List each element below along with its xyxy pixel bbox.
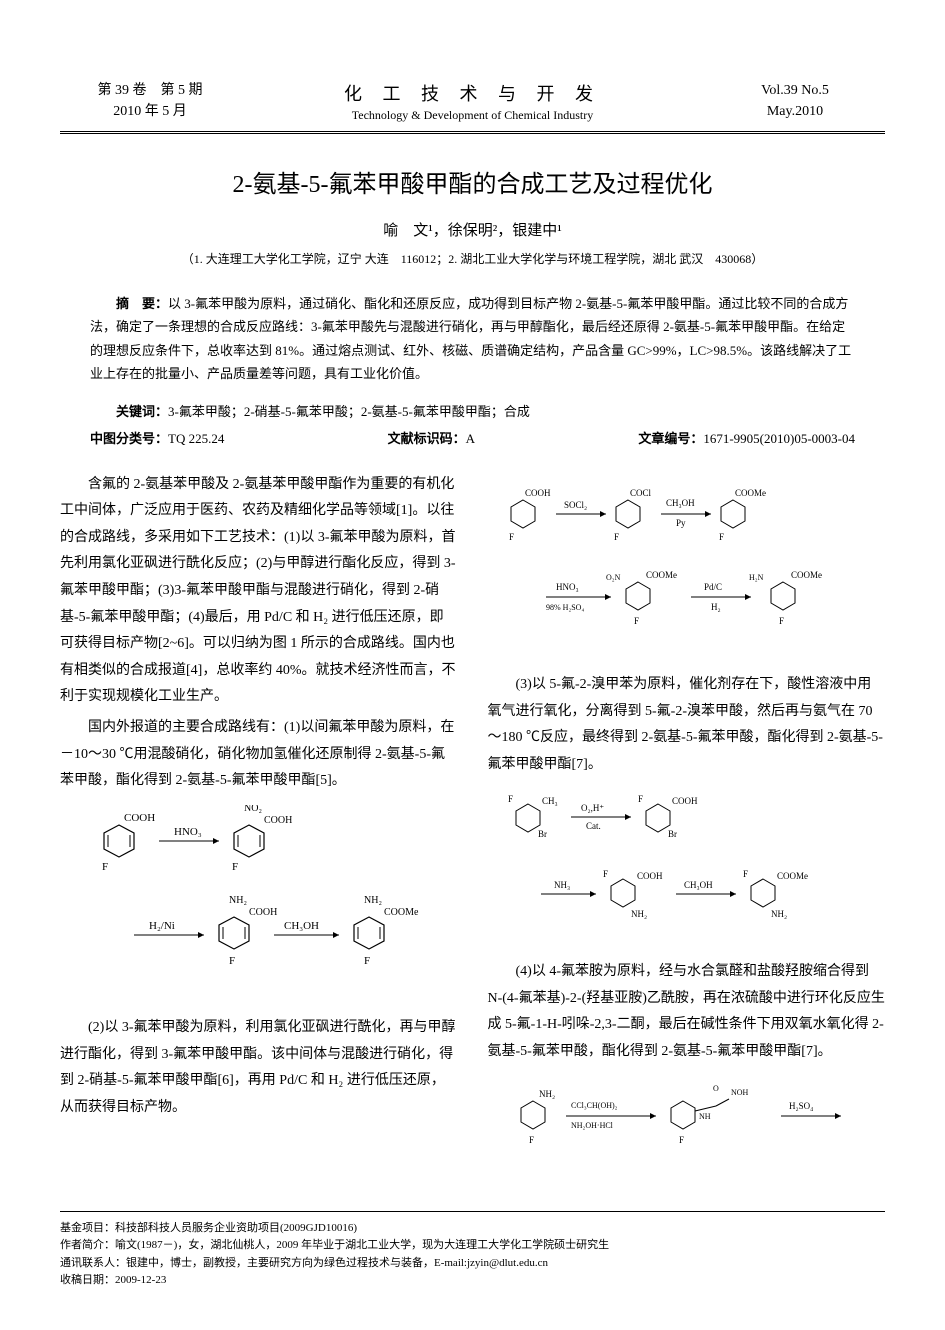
fund-info: 基金项目：科技部科技人员服务企业资助项目(2009GJD10016) [60,1220,885,1238]
vol-issue-en: Vol.39 No.5 [705,80,885,101]
para-l1: 含氟的 2-氨基苯甲酸及 2-氨基苯甲酸甲酯作为重要的有机化工中间体，广泛应用于… [60,472,458,711]
affiliations: （1. 大连理工大学化工学院，辽宁 大连 116012；2. 湖北工业大学化学与… [60,250,885,267]
reaction-scheme-2: COOH F SOCl₂ COCl F CH₃OH Py COOMe F [488,482,886,663]
svg-text:H₂: H₂ [711,602,721,612]
keywords-text: 3-氟苯甲酸；2-硝基-5-氟苯甲酸；2-氨基-5-氟苯甲酸甲酯；合成 [168,404,530,419]
abstract-text: 以 3-氟苯甲酸为原料，通过硝化、酯化和还原反应，成功得到目标产物 2-氨基-5… [90,296,851,381]
svg-text:CH₃OH: CH₃OH [684,880,713,890]
svg-text:COOH: COOH [637,871,663,881]
reagent-ch3oh: CH₃OH [284,920,319,932]
svg-text:COCl: COCl [630,488,652,498]
svg-text:F: F [743,869,748,879]
keywords-label: 关键词： [116,404,168,419]
svg-text:F: F [529,1135,534,1145]
label-cooh2: COOH [264,815,292,826]
right-column: COOH F SOCl₂ COCl F CH₃OH Py COOMe F [488,472,886,1197]
page-footer: 基金项目：科技部科技人员服务企业资助项目(2009GJD10016) 作者简介：… [60,1211,885,1290]
reagent-hno3: HNO₃ [174,826,202,838]
page-header: 第 39 卷 第 5 期 2010 年 5 月 化 工 技 术 与 开 发 Te… [60,80,885,134]
svg-text:F: F [638,794,643,804]
svg-text:COOMe: COOMe [646,570,677,580]
label-f4: F [364,955,370,967]
svg-text:F: F [634,616,639,626]
svg-text:COOMe: COOMe [777,871,808,881]
svg-text:F: F [509,532,514,542]
label-cooh3: COOH [249,907,277,918]
svg-text:COOMe: COOMe [735,488,766,498]
label-no2: NO₂ [244,805,262,814]
label-coome: COOMe [384,907,419,918]
left-column: 含氟的 2-氨基苯甲酸及 2-氨基苯甲酸甲酯作为重要的有机化工中间体，广泛应用于… [60,472,458,1197]
svg-text:F: F [603,869,608,879]
svg-text:COOMe: COOMe [791,570,822,580]
svg-text:Br: Br [668,829,677,839]
reagent-h2ni: H₂/Ni [149,920,175,932]
para-r1: (3)以 5-氟-2-溴甲苯为原料，催化剂存在下，酸性溶液中用氧气进行氧化，分离… [488,672,886,778]
svg-text:98% H₂SO₄: 98% H₂SO₄ [546,603,584,612]
svg-text:Py: Py [676,518,686,528]
svg-text:SOCl₂: SOCl₂ [564,500,587,510]
svg-text:F: F [508,794,513,804]
received-date: 收稿日期：2009-12-23 [60,1272,885,1290]
header-left: 第 39 卷 第 5 期 2010 年 5 月 [60,80,240,122]
reaction-scheme-1: COOH F HNO₃ NO₂ COOH F H₂/Ni [60,805,458,1006]
svg-text:F: F [679,1135,684,1145]
svg-text:NH₂: NH₂ [539,1089,555,1099]
label-f3: F [229,955,235,967]
svg-text:O₂,H⁺: O₂,H⁺ [581,803,604,813]
svg-text:O₂N: O₂N [606,573,621,582]
classification-row: 中图分类号：TQ 225.24 文献标识码：A 文章编号：1671-9905(2… [90,428,855,447]
svg-text:CCl₃CH(OH)₂: CCl₃CH(OH)₂ [571,1101,618,1110]
label-f: F [102,861,108,873]
author-bio: 作者简介：喻文(1987－)，女，湖北仙桃人，2009 年毕业于湖北工业大学，现… [60,1237,885,1255]
corresponding-author: 通讯联系人：银建中，博士，副教授，主要研究方向为绿色过程技术与装备，E-mail… [60,1255,885,1273]
svg-text:NH₂OH·HCl: NH₂OH·HCl [571,1121,614,1130]
svg-text:NOH: NOH [731,1088,749,1097]
para-r2: (4)以 4-氟苯胺为原料，经与水合氯醛和盐酸羟胺缩合得到 N-(4-氟苯基)-… [488,959,886,1065]
date-cn: 2010 年 5 月 [60,101,240,122]
svg-text:COOH: COOH [525,488,551,498]
svg-text:Pd/C: Pd/C [704,582,722,592]
doc-code: 文献标识码：A [388,428,475,447]
article-id: 文章编号：1671-9905(2010)05-0003-04 [638,428,855,447]
journal-name-cn: 化 工 技 术 与 开 发 [240,80,705,106]
article-title: 2-氨基-5-氟苯甲酸甲酯的合成工艺及过程优化 [60,164,885,199]
svg-text:COOH: COOH [672,796,698,806]
keywords-block: 关键词：3-氟苯甲酸；2-硝基-5-氟苯甲酸；2-氨基-5-氟苯甲酸甲酯；合成 [90,401,855,420]
svg-text:H₂SO₄: H₂SO₄ [789,1101,813,1111]
authors: 喻 文¹，徐保明²，银建中¹ [60,219,885,240]
svg-text:H₂N: H₂N [749,573,764,582]
para-l3: (2)以 3-氟苯甲酸为原料，利用氯化亚砜进行酰化，再与甲醇进行酯化，得到 3-… [60,1015,458,1121]
svg-text:CH₃OH: CH₃OH [666,498,695,508]
svg-text:Cat.: Cat. [586,821,601,831]
svg-text:CH₃: CH₃ [542,796,558,806]
clc: 中图分类号：TQ 225.24 [90,428,224,447]
header-center: 化 工 技 术 与 开 发 Technology & Development o… [240,80,705,123]
label-f2: F [232,861,238,873]
vol-issue-cn: 第 39 卷 第 5 期 [60,80,240,101]
svg-text:F: F [719,532,724,542]
svg-text:NH₂: NH₂ [771,909,787,919]
svg-text:F: F [779,616,784,626]
reaction-scheme-3: F CH₃ Br O₂,H⁺ Cat. F COOH Br NH₃ [488,789,886,950]
label-nh2b: NH₂ [364,895,382,906]
reaction-scheme-4: NH₂ F CCl₃CH(OH)₂ NH₂OH·HCl O NOH NH F H… [488,1076,886,1187]
date-en: May.2010 [705,101,885,122]
svg-text:Br: Br [538,829,547,839]
para-l2: 国内外报道的主要合成路线有：(1)以间氟苯甲酸为原料，在－10～30 ℃用混酸硝… [60,715,458,795]
svg-text:HNO₃: HNO₃ [556,582,579,592]
label-nh2: NH₂ [229,895,247,906]
body-two-column: 含氟的 2-氨基苯甲酸及 2-氨基苯甲酸甲酯作为重要的有机化工中间体，广泛应用于… [60,472,885,1197]
journal-name-en: Technology & Development of Chemical Ind… [240,108,705,123]
svg-text:F: F [614,532,619,542]
label-cooh: COOH [124,812,155,824]
svg-text:NH: NH [699,1112,711,1121]
svg-text:O: O [713,1084,719,1093]
abstract-label: 摘 要： [116,296,168,311]
header-right: Vol.39 No.5 May.2010 [705,80,885,122]
abstract-block: 摘 要：以 3-氟苯甲酸为原料，通过硝化、酯化和还原反应，成功得到目标产物 2-… [90,292,855,386]
svg-text:NH₃: NH₃ [554,880,570,890]
svg-text:NH₂: NH₂ [631,909,647,919]
